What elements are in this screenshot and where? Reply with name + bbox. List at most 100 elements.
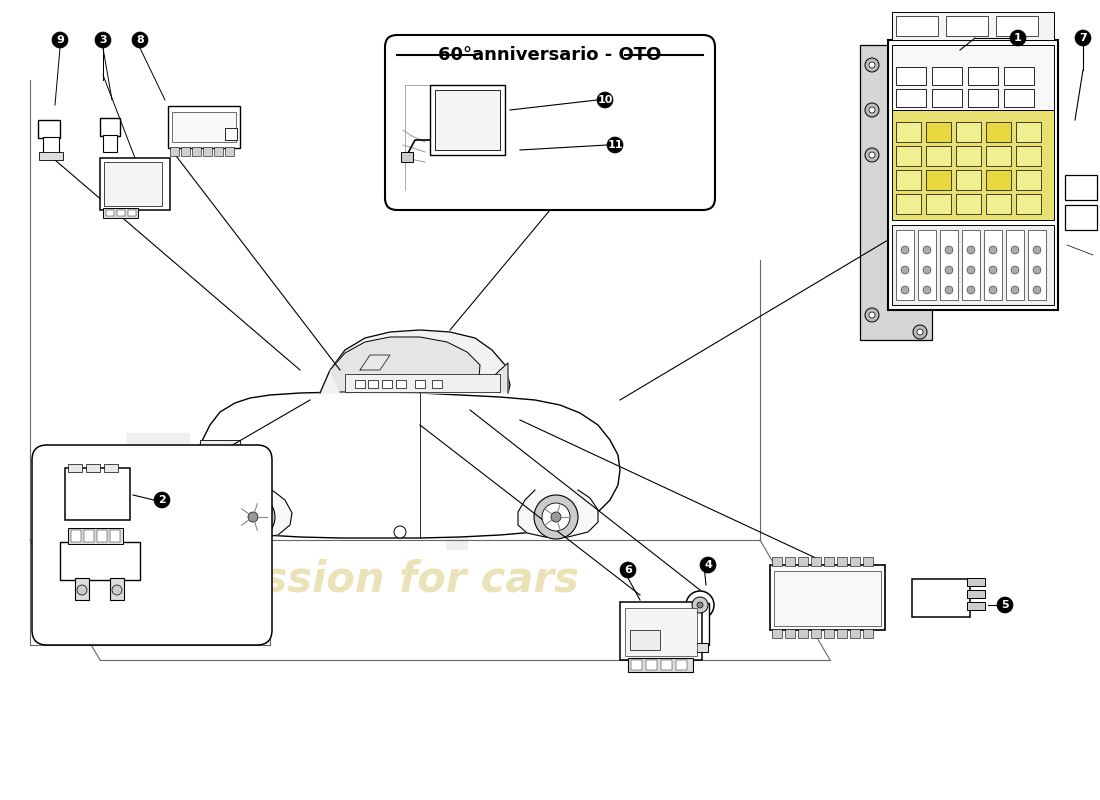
Bar <box>204 147 212 156</box>
Polygon shape <box>518 490 598 537</box>
Circle shape <box>945 246 953 254</box>
Circle shape <box>865 103 879 117</box>
Bar <box>168 106 240 148</box>
Bar <box>896 122 921 142</box>
Bar <box>785 557 795 566</box>
Circle shape <box>620 562 636 578</box>
Bar <box>104 162 162 206</box>
Bar <box>984 230 1002 300</box>
Circle shape <box>1033 246 1041 254</box>
Circle shape <box>1011 246 1019 254</box>
Text: 3: 3 <box>99 35 107 45</box>
Circle shape <box>869 152 874 158</box>
Bar <box>620 602 702 660</box>
Bar <box>926 170 952 190</box>
Bar <box>104 464 118 472</box>
Bar <box>60 542 140 580</box>
Bar <box>1065 175 1097 200</box>
Polygon shape <box>213 490 292 538</box>
FancyBboxPatch shape <box>32 445 272 645</box>
Bar <box>103 135 117 152</box>
Bar <box>65 468 130 520</box>
Bar <box>214 147 223 156</box>
Bar <box>888 40 1058 310</box>
Bar <box>110 578 124 600</box>
Circle shape <box>945 266 953 274</box>
Circle shape <box>1033 286 1041 294</box>
Bar <box>661 660 672 670</box>
Circle shape <box>865 148 879 162</box>
Circle shape <box>1075 30 1091 46</box>
Circle shape <box>95 32 111 48</box>
Bar <box>646 660 657 670</box>
Text: 4: 4 <box>704 560 712 570</box>
Bar <box>1004 67 1034 85</box>
Circle shape <box>989 286 997 294</box>
Circle shape <box>869 62 874 68</box>
Text: 8: 8 <box>136 35 144 45</box>
Text: 6: 6 <box>624 565 631 575</box>
Bar <box>918 230 936 300</box>
Bar <box>39 120 60 138</box>
Bar <box>932 89 962 107</box>
Circle shape <box>997 597 1013 613</box>
Bar <box>172 112 236 142</box>
Bar <box>625 608 697 656</box>
Bar <box>630 630 660 650</box>
Bar <box>676 660 688 670</box>
Bar <box>434 90 500 150</box>
Circle shape <box>901 246 909 254</box>
Bar <box>86 464 100 472</box>
Bar <box>986 122 1011 142</box>
Circle shape <box>551 512 561 522</box>
Bar <box>415 380 425 388</box>
Text: 11: 11 <box>607 140 623 150</box>
Text: 1: 1 <box>1014 33 1022 43</box>
Bar <box>72 530 81 542</box>
Bar <box>200 440 240 500</box>
Text: 10: 10 <box>597 95 613 105</box>
Bar <box>896 230 914 300</box>
Bar <box>396 380 406 388</box>
Circle shape <box>1011 266 1019 274</box>
Bar <box>824 629 834 638</box>
Bar <box>896 16 938 36</box>
Circle shape <box>686 591 714 619</box>
Bar <box>97 530 107 542</box>
Bar <box>631 660 642 670</box>
Bar <box>226 147 234 156</box>
Bar <box>693 643 708 652</box>
Bar <box>864 629 873 638</box>
Bar <box>956 170 981 190</box>
Polygon shape <box>195 392 620 538</box>
Bar <box>967 590 984 598</box>
Bar <box>956 122 981 142</box>
Bar <box>691 603 710 645</box>
Bar <box>1016 122 1041 142</box>
Bar <box>128 210 136 216</box>
Circle shape <box>923 286 931 294</box>
Bar <box>192 147 201 156</box>
Bar <box>182 147 190 156</box>
Circle shape <box>132 32 148 48</box>
Circle shape <box>945 286 953 294</box>
Circle shape <box>112 585 122 595</box>
Circle shape <box>869 107 874 113</box>
Bar <box>892 12 1054 40</box>
Polygon shape <box>360 355 390 370</box>
Bar <box>956 146 981 166</box>
Bar <box>926 146 952 166</box>
Polygon shape <box>320 330 510 393</box>
Bar <box>850 557 860 566</box>
Circle shape <box>989 246 997 254</box>
Bar <box>382 380 392 388</box>
Circle shape <box>239 503 267 531</box>
Bar <box>824 557 834 566</box>
Text: 9: 9 <box>56 35 64 45</box>
Bar <box>1016 146 1041 166</box>
Bar <box>940 230 958 300</box>
FancyBboxPatch shape <box>385 35 715 210</box>
Circle shape <box>1011 286 1019 294</box>
Polygon shape <box>330 337 480 392</box>
Bar <box>926 194 952 214</box>
